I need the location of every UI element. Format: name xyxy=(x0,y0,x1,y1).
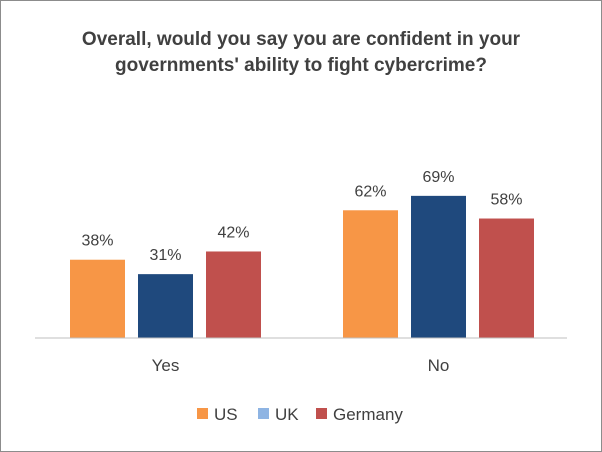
category-labels-layer: Yes No xyxy=(152,356,450,375)
data-label-uk-yes: 31% xyxy=(149,247,181,264)
data-label-uk-no: 69% xyxy=(422,169,454,186)
chart-title-line-2: governments' ability to fight cybercrime… xyxy=(115,55,487,76)
category-label-yes: Yes xyxy=(152,356,180,375)
legend-swatch-uk xyxy=(258,408,269,419)
bar-germany-yes xyxy=(206,251,261,338)
data-label-germany-yes: 42% xyxy=(217,224,249,241)
legend-label-germany: Germany xyxy=(333,405,403,424)
bars-layer xyxy=(70,195,534,338)
data-label-us-yes: 38% xyxy=(81,233,113,250)
legend-swatch-germany xyxy=(316,408,327,419)
category-label-no: No xyxy=(428,356,450,375)
legend: US UK Germany xyxy=(197,405,403,424)
data-labels-layer: 38% 31% 42% 62% 69% 58% xyxy=(81,169,522,264)
data-label-us-no: 62% xyxy=(354,183,386,200)
legend-label-uk: UK xyxy=(275,405,299,424)
bar-uk-no xyxy=(411,195,466,338)
legend-swatch-us xyxy=(197,408,208,419)
bar-uk-yes xyxy=(138,274,193,338)
bar-us-no xyxy=(343,210,398,338)
bar-us-yes xyxy=(70,259,125,338)
data-label-germany-no: 58% xyxy=(490,192,522,209)
legend-label-us: US xyxy=(214,405,238,424)
bar-germany-no xyxy=(479,218,534,338)
chart-title-line-1: Overall, would you say you are confident… xyxy=(82,29,521,50)
